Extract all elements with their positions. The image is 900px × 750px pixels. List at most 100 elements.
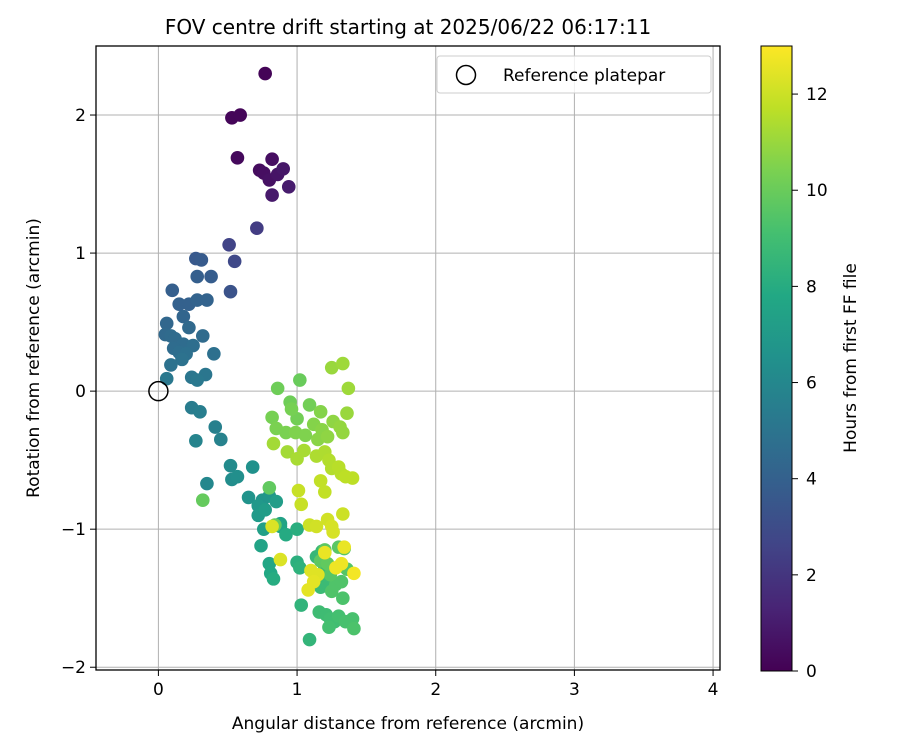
data-point <box>320 429 335 444</box>
data-point <box>294 497 309 512</box>
data-point <box>250 221 264 236</box>
data-point <box>298 428 313 443</box>
data-point <box>318 485 332 499</box>
data-point <box>309 519 324 534</box>
data-point <box>172 297 186 311</box>
colorbar-tick-label: 2 <box>806 566 817 586</box>
colorbar-tick-label: 0 <box>806 662 817 682</box>
grid <box>96 46 720 670</box>
chart-title: FOV centre drift starting at 2025/06/22 … <box>165 15 651 39</box>
data-point <box>302 632 317 647</box>
data-point <box>262 480 277 495</box>
data-point <box>258 66 272 81</box>
colorbar-tick-label: 10 <box>806 181 828 201</box>
legend-box <box>436 55 712 94</box>
data-point <box>200 476 214 491</box>
data-point <box>159 316 174 331</box>
y-tick-label: 2 <box>75 106 86 126</box>
data-point <box>290 522 304 536</box>
data-point <box>233 108 248 122</box>
data-point <box>190 269 205 284</box>
data-point <box>266 436 281 451</box>
data-point <box>270 381 285 396</box>
y-axis-label: Rotation from reference (arcmin) <box>24 218 44 498</box>
data-point <box>195 329 210 343</box>
data-point <box>214 432 228 447</box>
data-point <box>326 525 340 539</box>
y-axis-ticks: −2 −1 0 1 2 <box>61 106 96 678</box>
data-point <box>223 284 238 299</box>
x-tick-label: 4 <box>708 680 719 700</box>
data-point <box>276 162 291 176</box>
data-point <box>336 356 350 371</box>
data-point <box>324 360 339 375</box>
x-tick-label: 2 <box>430 680 441 700</box>
x-axis-ticks: 0 1 2 3 4 <box>153 670 718 700</box>
data-point <box>336 425 350 440</box>
colorbar-ticks: 0 2 4 6 8 10 12 <box>792 85 828 682</box>
colorbar-label: Hours from first FF file <box>841 263 861 453</box>
data-point <box>165 283 180 298</box>
y-tick-label: −2 <box>61 658 86 678</box>
reference-point-marker <box>148 380 169 402</box>
x-tick-label: 3 <box>569 680 580 700</box>
colorbar-tick-label: 6 <box>806 374 817 394</box>
data-point <box>280 445 295 459</box>
data-point <box>182 320 196 335</box>
data-point <box>245 460 260 474</box>
data-point <box>200 293 214 307</box>
data-point <box>208 420 223 434</box>
x-axis-label: Angular distance from reference (arcmin) <box>232 714 584 734</box>
data-point <box>227 254 242 269</box>
x-tick-label: 0 <box>153 680 164 700</box>
data-point <box>347 621 361 636</box>
data-point <box>322 620 336 635</box>
data-point <box>189 434 203 448</box>
data-point <box>297 443 311 458</box>
data-point <box>222 237 236 252</box>
data-point <box>269 494 284 509</box>
data-points <box>158 66 361 647</box>
y-tick-label: −1 <box>61 520 86 540</box>
colorbar: 0 2 4 6 8 10 12 Hours from first FF file <box>760 45 861 682</box>
data-point <box>347 566 361 581</box>
data-point <box>204 269 218 284</box>
data-point <box>340 406 354 421</box>
data-point <box>230 151 245 165</box>
data-point <box>281 180 296 194</box>
data-point <box>273 552 288 567</box>
data-point <box>334 574 349 589</box>
data-point <box>190 293 205 307</box>
data-point <box>337 540 352 554</box>
data-point <box>301 583 315 597</box>
data-point <box>336 591 350 606</box>
data-point <box>194 253 209 267</box>
data-point <box>241 490 256 505</box>
data-point <box>193 405 207 419</box>
data-point <box>318 545 332 560</box>
data-point <box>266 572 281 586</box>
y-tick-label: 0 <box>75 382 86 402</box>
colorbar-tick-label: 8 <box>806 277 817 297</box>
legend-marker <box>455 64 477 86</box>
data-point <box>164 358 178 372</box>
data-point <box>159 371 174 386</box>
data-point <box>291 483 306 498</box>
data-point <box>265 152 279 167</box>
plot-frame <box>95 45 721 671</box>
data-point <box>230 469 245 484</box>
data-point <box>293 373 307 387</box>
data-point <box>313 474 328 488</box>
data-point <box>294 598 309 612</box>
x-tick-label: 1 <box>292 680 303 700</box>
data-point <box>176 309 191 324</box>
data-point <box>313 405 328 419</box>
data-point <box>265 188 279 202</box>
data-point <box>258 503 272 517</box>
data-point <box>269 421 284 436</box>
data-point <box>341 381 356 396</box>
data-point <box>265 410 279 425</box>
data-point <box>329 561 343 575</box>
colorbar-tick-label: 4 <box>806 470 817 490</box>
